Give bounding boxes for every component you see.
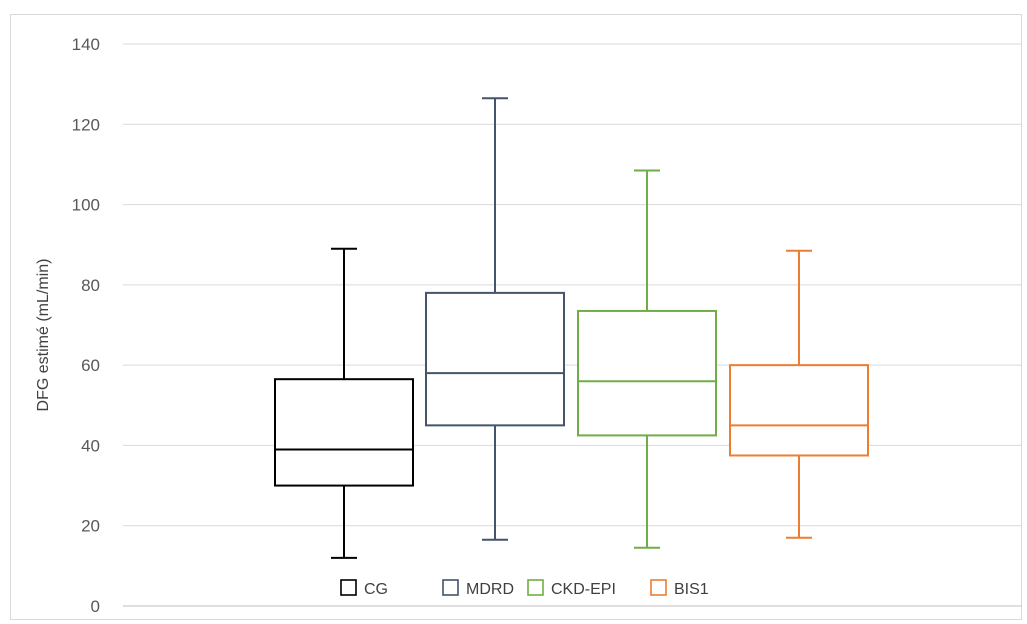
legend-label: CG [364, 581, 388, 598]
y-tick-label: 140 [72, 35, 100, 54]
y-tick-label: 40 [81, 436, 100, 455]
y-tick-label: 20 [81, 517, 100, 536]
box-bis1 [729, 249, 869, 539]
legend-label: CKD-EPI [551, 581, 616, 598]
y-tick-label: 80 [81, 276, 100, 295]
legend-swatch [527, 579, 544, 596]
legend-label: MDRD [466, 581, 514, 598]
legend-label: BIS1 [674, 581, 709, 598]
y-tick-label: 60 [81, 356, 100, 375]
y-tick-label: 100 [72, 196, 100, 215]
box-ckd-epi [577, 169, 717, 549]
legend-swatch [340, 579, 357, 596]
legend-item-bis1: BIS1 [650, 579, 709, 598]
y-axis-title: DFG estimé (mL/min) [35, 259, 52, 412]
box-iqr [577, 309, 717, 437]
box-iqr [274, 378, 414, 487]
box-series [274, 97, 869, 559]
legend: CG MDRD CKD-EPI BIS1 [340, 579, 709, 598]
box-iqr [729, 364, 869, 457]
y-tick-label: 120 [72, 115, 100, 134]
legend-item-cg: CG [340, 579, 388, 598]
legend-swatch [442, 579, 459, 596]
y-axis-ticks: 0 20 40 60 80 100 120 140 [72, 35, 100, 616]
grid-lines [123, 43, 1022, 607]
box-cg [274, 247, 414, 559]
box-mdrd [425, 97, 565, 541]
legend-swatch [650, 579, 667, 596]
legend-item-mdrd: MDRD [442, 579, 514, 598]
y-tick-label: 0 [91, 597, 100, 616]
box-iqr [425, 291, 565, 427]
legend-item-ckd-epi: CKD-EPI [527, 579, 616, 598]
